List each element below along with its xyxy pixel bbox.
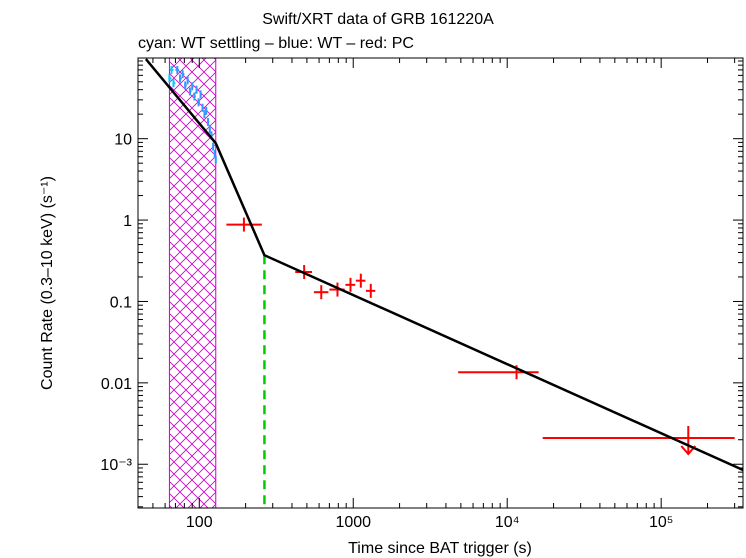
- x-tick-label: 10⁴: [495, 514, 520, 531]
- x-tick-label: 100: [186, 514, 213, 531]
- y-tick-label: 0.01: [101, 376, 132, 393]
- y-tick-label: 0.1: [110, 294, 132, 311]
- plot-frame: [137, 57, 744, 509]
- y-tick-label: 10⁻³: [100, 457, 132, 474]
- chart-subtitle: cyan: WT settling – blue: WT – red: PC: [138, 35, 414, 52]
- y-axis-label: Count Rate (0.3–10 keV) (s⁻¹): [39, 176, 56, 390]
- x-tick-label: 10⁵: [649, 514, 673, 531]
- x-axis-label: Time since BAT trigger (s): [348, 540, 532, 557]
- chart-title: Swift/XRT data of GRB 161220A: [262, 11, 494, 28]
- x-tick-label: 1000: [335, 514, 371, 531]
- y-tick-label: 1: [123, 213, 132, 230]
- model-fit-line: [144, 58, 743, 472]
- y-tick-label: 10: [114, 132, 132, 149]
